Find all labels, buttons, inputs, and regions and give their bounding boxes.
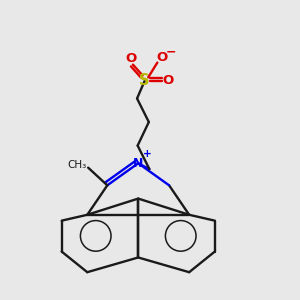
Text: N: N bbox=[133, 157, 143, 170]
Text: −: − bbox=[166, 45, 176, 58]
Text: S: S bbox=[140, 73, 150, 88]
Text: O: O bbox=[125, 52, 136, 65]
Text: +: + bbox=[143, 149, 152, 159]
Text: O: O bbox=[162, 74, 173, 87]
Text: CH₃: CH₃ bbox=[68, 160, 87, 170]
Text: O: O bbox=[156, 51, 167, 64]
